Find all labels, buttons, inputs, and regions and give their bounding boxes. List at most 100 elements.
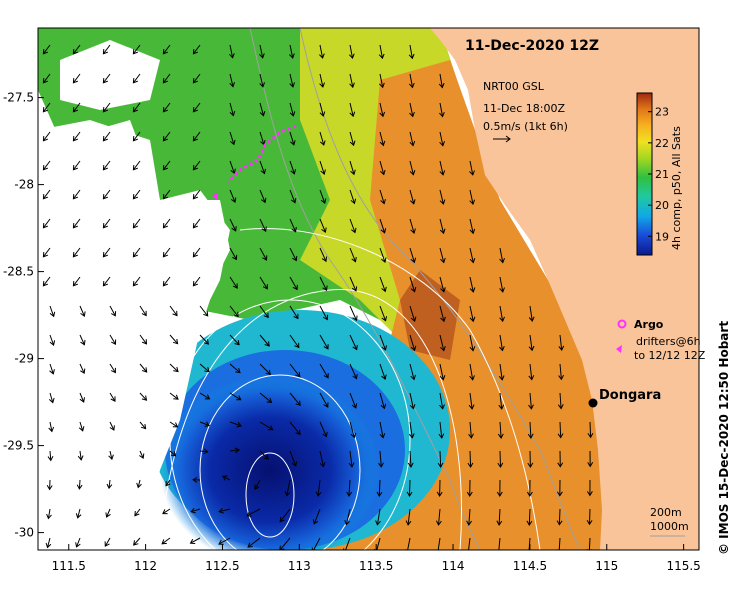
current-vector-head bbox=[410, 316, 417, 322]
current-vector-head bbox=[408, 53, 415, 60]
current-vector bbox=[468, 537, 471, 550]
current-vector-head bbox=[79, 397, 85, 403]
current-vector bbox=[349, 247, 356, 262]
current-vector-head bbox=[379, 169, 386, 176]
current-vector bbox=[559, 421, 562, 438]
current-vector-head bbox=[172, 310, 178, 317]
current-vector bbox=[73, 218, 81, 229]
current-vector-head bbox=[279, 545, 285, 550]
current-vector bbox=[137, 479, 141, 488]
current-vector-head bbox=[42, 194, 48, 200]
current-vector-head bbox=[497, 433, 504, 439]
current-vector-head bbox=[439, 141, 445, 147]
current-vector-head bbox=[229, 53, 235, 59]
current-vector bbox=[439, 305, 445, 322]
current-vector-head bbox=[294, 342, 300, 349]
current-vector-head bbox=[105, 512, 111, 518]
current-vector-head bbox=[466, 520, 473, 526]
current-vector bbox=[229, 276, 238, 289]
current-vector-head bbox=[49, 311, 56, 318]
current-vector-head bbox=[203, 448, 209, 455]
current-vector bbox=[379, 305, 387, 321]
current-vector bbox=[319, 73, 324, 88]
current-vector-head bbox=[232, 254, 238, 261]
current-vector-head bbox=[586, 520, 593, 526]
current-vector bbox=[103, 247, 111, 258]
current-vector bbox=[43, 276, 51, 287]
current-vector-head bbox=[526, 491, 533, 497]
current-vectors bbox=[42, 44, 594, 550]
current-vector bbox=[259, 73, 264, 87]
current-vector-head bbox=[77, 455, 84, 461]
current-vector bbox=[319, 44, 324, 59]
current-vector-head bbox=[162, 194, 168, 200]
current-vector bbox=[529, 334, 533, 351]
current-vector bbox=[103, 73, 111, 84]
current-vector bbox=[379, 218, 386, 233]
current-vector bbox=[134, 508, 141, 517]
current-vector-head bbox=[440, 287, 446, 293]
current-vector-head bbox=[192, 78, 198, 84]
current-vector bbox=[349, 392, 357, 409]
current-vector-head bbox=[203, 311, 209, 317]
current-vector bbox=[190, 537, 201, 544]
current-vector-head bbox=[557, 433, 564, 439]
current-vector-head bbox=[379, 82, 385, 89]
current-vector bbox=[289, 305, 299, 319]
y-tick-label: -28 bbox=[14, 178, 34, 192]
current-vector-head bbox=[76, 484, 83, 490]
current-vector bbox=[259, 160, 265, 174]
current-vector-head bbox=[499, 258, 505, 264]
current-vector bbox=[469, 305, 474, 322]
current-vector-head bbox=[380, 257, 387, 263]
current-vector bbox=[259, 363, 271, 375]
current-vector-head bbox=[291, 226, 297, 233]
current-vector-head bbox=[378, 53, 385, 60]
current-vector-head bbox=[467, 462, 474, 468]
current-vector bbox=[229, 421, 242, 427]
colorbar-tick-label: 22 bbox=[655, 137, 669, 150]
current-vector bbox=[49, 334, 55, 346]
argo-marker-icon bbox=[617, 319, 627, 329]
current-vector bbox=[73, 160, 81, 171]
current-vector bbox=[162, 44, 171, 55]
current-vector bbox=[407, 537, 411, 550]
current-vector bbox=[468, 508, 471, 526]
current-vector bbox=[229, 218, 237, 232]
current-vector-head bbox=[259, 53, 265, 59]
current-note-line3: 0.5m/s (1kt 6h) bbox=[483, 120, 568, 133]
current-vector-head bbox=[72, 223, 78, 229]
current-vector-head bbox=[410, 257, 417, 264]
current-vector bbox=[49, 421, 53, 432]
current-vector bbox=[73, 73, 81, 84]
current-vector-head bbox=[132, 223, 138, 229]
current-vector bbox=[379, 392, 385, 409]
current-vector-head bbox=[439, 228, 446, 235]
current-vector-head bbox=[190, 507, 196, 514]
current-vector-head bbox=[587, 462, 594, 468]
x-tick-label: 112 bbox=[134, 559, 157, 573]
current-vector-head bbox=[557, 462, 564, 468]
current-vector bbox=[43, 73, 51, 84]
current-vector-head bbox=[438, 82, 445, 89]
current-vector-head bbox=[72, 78, 78, 84]
current-vector-head bbox=[499, 287, 505, 293]
current-vector bbox=[379, 44, 383, 59]
current-vector bbox=[345, 537, 351, 550]
current-vector-head bbox=[229, 139, 236, 146]
current-vector-head bbox=[437, 462, 444, 468]
current-vector bbox=[469, 189, 474, 205]
y-tick-label: -27.5 bbox=[3, 91, 34, 105]
current-vector bbox=[469, 247, 474, 263]
current-vector-head bbox=[558, 374, 565, 381]
current-vector-head bbox=[469, 257, 476, 264]
current-vector-head bbox=[203, 339, 210, 345]
legend-argo-label: Argo bbox=[634, 318, 664, 331]
current-vector bbox=[499, 392, 503, 409]
current-vector-head bbox=[192, 194, 198, 200]
current-vector-head bbox=[72, 49, 78, 55]
current-vector bbox=[409, 334, 416, 351]
current-vector-head bbox=[379, 140, 386, 147]
current-vector bbox=[379, 73, 384, 88]
current-vector bbox=[79, 450, 82, 460]
